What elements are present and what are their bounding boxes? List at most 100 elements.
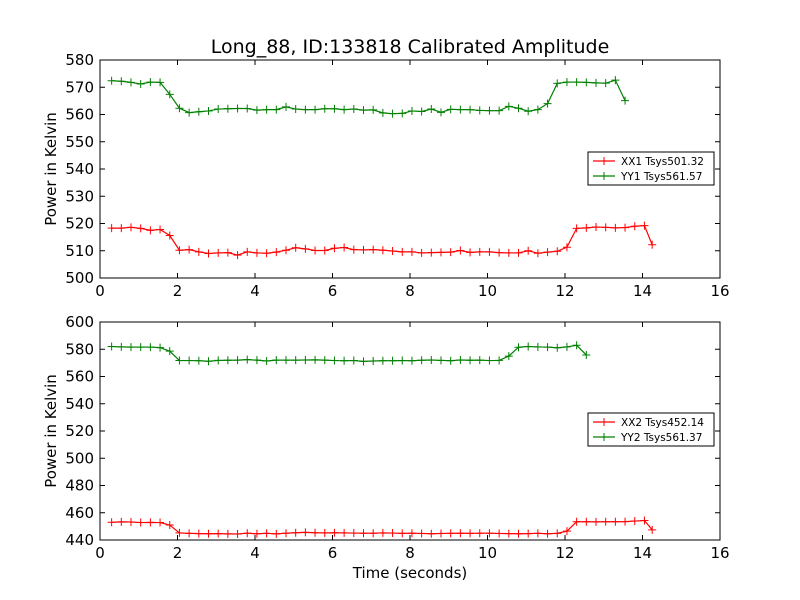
legend-marker <box>600 157 608 165</box>
legend-label: YY1 Tsys561.57 <box>620 171 702 183</box>
data-point <box>648 525 657 534</box>
data-point <box>417 107 426 116</box>
data-point <box>136 224 145 233</box>
data-point <box>282 102 290 111</box>
data-point <box>117 342 126 351</box>
data-point <box>582 517 591 526</box>
data-point <box>495 529 504 538</box>
x-tick-label: 2 <box>173 282 183 300</box>
data-point <box>233 530 242 539</box>
data-point <box>214 529 223 538</box>
data-point <box>543 248 552 257</box>
data-point <box>417 356 426 365</box>
data-point <box>291 356 300 365</box>
data-point <box>640 221 649 230</box>
x-tick-label: 16 <box>710 282 729 300</box>
data-point <box>388 356 397 365</box>
data-point <box>427 529 436 538</box>
data-point <box>117 517 126 526</box>
data-point <box>504 352 513 361</box>
data-point <box>524 342 533 351</box>
data-point <box>359 245 368 254</box>
chart-panel-top: 0 2 4 6 8 10 12 14 16 500 510 520 530 540 550 560 570 580… <box>42 51 730 300</box>
data-point <box>311 105 320 114</box>
data-point <box>446 529 455 538</box>
data-point <box>495 356 504 365</box>
data-point <box>340 243 349 252</box>
y-tick-label: 480 <box>65 477 94 495</box>
data-point <box>204 249 213 258</box>
data-point <box>146 78 155 87</box>
data-point <box>562 342 571 351</box>
x-tick-label: 6 <box>328 544 338 562</box>
data-point <box>533 529 542 538</box>
data-point <box>156 225 165 234</box>
data-point <box>504 102 513 111</box>
data-point <box>175 528 184 537</box>
data-point <box>466 356 475 365</box>
data-point <box>562 527 571 536</box>
data-point <box>291 528 300 537</box>
data-point <box>378 528 387 537</box>
data-point <box>543 343 552 352</box>
data-point <box>185 108 194 117</box>
data-point <box>524 246 533 255</box>
x-tick-label: 6 <box>328 282 338 300</box>
data-point <box>466 248 475 257</box>
data-point <box>252 106 261 115</box>
data-point <box>330 528 339 537</box>
y-axis-label: Power in Kelvin <box>42 374 60 488</box>
data-point <box>214 356 223 365</box>
data-point <box>437 356 445 365</box>
legend-marker <box>600 433 608 441</box>
x-tick-label: 10 <box>478 282 497 300</box>
data-point <box>127 223 135 232</box>
legend <box>587 151 715 186</box>
x-tick-label: 0 <box>95 544 105 562</box>
data-point <box>223 104 232 113</box>
data-point <box>194 529 203 538</box>
data-point <box>572 78 581 87</box>
data-point <box>194 107 203 116</box>
y-tick-label: 440 <box>65 531 94 549</box>
data-point <box>311 355 320 364</box>
data-point <box>446 248 455 257</box>
data-point <box>301 244 310 253</box>
data-point <box>146 343 155 352</box>
data-point <box>407 356 416 365</box>
data-point <box>533 342 542 351</box>
data-point <box>485 247 494 256</box>
data-point <box>107 224 116 233</box>
data-point <box>330 356 339 365</box>
data-point <box>524 107 533 116</box>
data-point <box>311 246 320 255</box>
data-point <box>175 356 184 365</box>
data-point <box>136 79 145 88</box>
y-tick-label: 580 <box>65 51 94 69</box>
data-point <box>340 528 349 537</box>
data-point <box>214 248 223 257</box>
data-point <box>369 245 378 254</box>
data-point <box>582 78 591 87</box>
data-point <box>427 356 436 365</box>
legend-marker <box>600 418 608 426</box>
data-point <box>611 223 620 232</box>
data-point <box>601 517 610 526</box>
data-point <box>388 247 397 256</box>
data-point <box>514 529 523 538</box>
data-point <box>204 529 213 538</box>
x-tick-label: 8 <box>405 282 415 300</box>
data-point <box>359 106 368 115</box>
data-point <box>562 243 571 252</box>
data-point <box>243 104 252 113</box>
x-axis-label: Time (seconds) <box>352 564 468 582</box>
data-point <box>407 529 416 538</box>
data-point <box>330 244 339 253</box>
data-point <box>117 77 126 86</box>
data-point <box>456 246 465 255</box>
data-point <box>349 529 358 538</box>
x-tick-label: 14 <box>633 282 652 300</box>
data-point <box>514 343 523 352</box>
y-tick-label: 500 <box>65 449 94 467</box>
x-tick-label: 4 <box>250 282 260 300</box>
